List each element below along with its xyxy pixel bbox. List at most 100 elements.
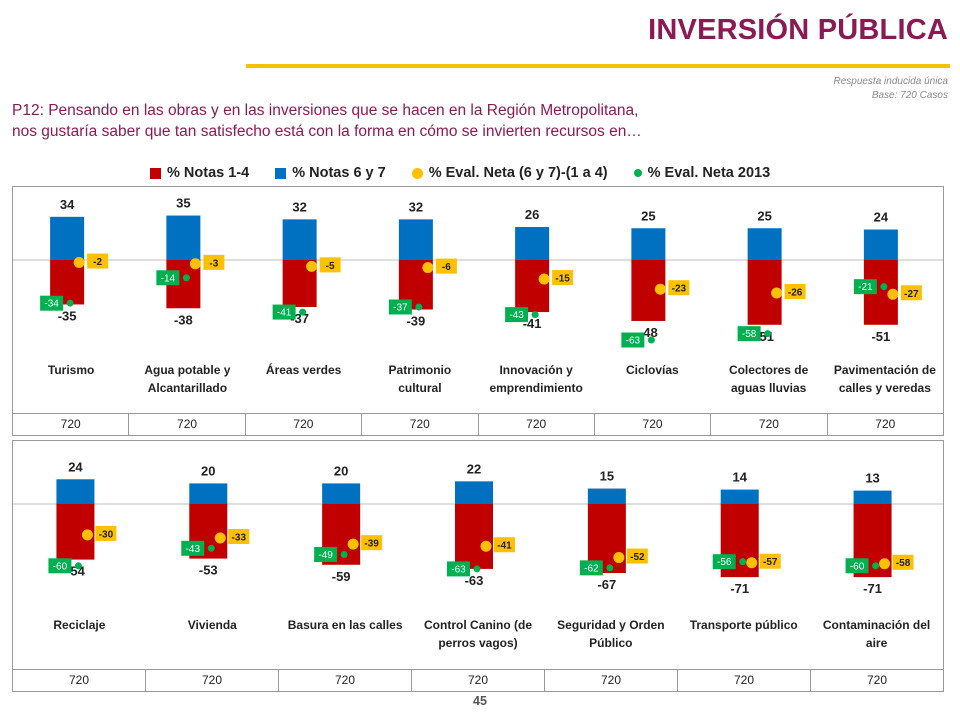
label-box-eval-neta — [552, 270, 574, 286]
data-label-notas-6-7: 14 — [732, 470, 747, 485]
category-label: aire — [866, 636, 888, 650]
dot-eval-neta — [771, 287, 783, 299]
category-label: Ciclovías — [626, 363, 679, 377]
label-box-eval-neta — [892, 554, 914, 570]
dot-eval-neta — [422, 262, 434, 274]
dot-eval-neta — [887, 288, 899, 300]
data-label-eval-neta-2013: -62 — [584, 563, 599, 574]
dot-eval-neta — [306, 260, 318, 272]
base-n-cell: 720 — [145, 670, 278, 691]
label-box-eval-neta — [494, 537, 515, 553]
category-label: Patrimonio — [389, 363, 452, 377]
bar-notas-6-7 — [515, 226, 550, 260]
data-label-notas-6-7: 24 — [874, 210, 889, 225]
dot-eval-neta-2013 — [340, 550, 348, 558]
data-label-notas-1-4: -51 — [871, 329, 890, 344]
base-n-cell: 720 — [68, 673, 90, 687]
data-label-eval-neta: -23 — [672, 284, 687, 295]
dot-eval-neta-2013 — [74, 562, 82, 570]
data-label-notas-6-7: 35 — [176, 196, 190, 211]
data-label-eval-neta: -6 — [442, 262, 451, 273]
data-label-notas-6-7: 32 — [292, 199, 306, 214]
data-label-notas-6-7: 13 — [865, 471, 879, 486]
data-label-eval-neta: -57 — [763, 557, 778, 568]
base-n-cell: 720 — [128, 414, 244, 435]
data-label-eval-neta-2013: -58 — [742, 329, 757, 340]
legend-label: % Notas 6 y 7 — [292, 165, 386, 181]
category-label: Innovación y — [499, 363, 573, 377]
base-n-cell: 720 — [593, 414, 710, 435]
label-box-eval-neta — [900, 285, 922, 301]
base-n-cell: 720 — [477, 414, 594, 435]
dot-eval-neta — [538, 273, 550, 285]
bar-notas-6-7 — [398, 219, 433, 260]
label-box-eval-neta — [435, 258, 457, 274]
data-label-notas-6-7: 32 — [409, 199, 423, 214]
data-label-notas-1-4: -67 — [597, 577, 616, 592]
data-label-notas-1-4: -63 — [465, 573, 484, 588]
dot-eval-neta — [480, 540, 492, 552]
label-box-eval-neta — [759, 553, 781, 569]
bar-notas-6-7 — [863, 229, 898, 260]
base-note: Base: 720 Casos — [871, 90, 948, 101]
legend-label: % Eval. Neta (6 y 7)-(1 a 4) — [428, 165, 608, 181]
data-label-notas-6-7: 25 — [757, 208, 771, 223]
label-box-eval-neta-2013 — [853, 279, 877, 295]
dot-eval-neta-2013 — [647, 336, 655, 344]
data-label-eval-neta: -5 — [326, 261, 335, 272]
question-line-1: P12: Pensando en las obras y en las inve… — [12, 102, 639, 119]
bar-notas-6-7 — [853, 490, 892, 504]
legend-item-notas-1-4: % Notas 1-4 — [150, 165, 249, 181]
bar-notas-6-7 — [189, 483, 228, 504]
bar-notas-6-7 — [282, 219, 317, 260]
dot-eval-neta — [347, 538, 359, 550]
data-label-eval-neta: -3 — [209, 258, 218, 269]
label-box-eval-neta-2013 — [181, 540, 205, 556]
label-box-eval-neta-2013 — [156, 270, 180, 286]
dot-eval-neta-2013 — [66, 299, 74, 307]
data-label-eval-neta: -2 — [93, 257, 102, 268]
data-label-eval-neta: -41 — [497, 541, 512, 552]
data-label-eval-neta-2013: -14 — [161, 273, 176, 284]
category-label: Contaminación del — [823, 618, 930, 632]
category-label: Vivienda — [188, 618, 237, 632]
bar-notas-6-7 — [322, 483, 361, 504]
label-box-eval-neta-2013 — [388, 299, 412, 315]
legend-item-eval-neta: % Eval. Neta (6 y 7)-(1 a 4) — [411, 165, 608, 181]
category-label: calles y veredas — [839, 381, 931, 395]
dot-eval-neta — [654, 283, 666, 295]
label-box-eval-neta-2013 — [272, 304, 296, 320]
category-label: Basura en las calles — [288, 618, 403, 632]
legend-swatch-blue — [275, 167, 287, 179]
category-label: Alcantarillado — [148, 381, 227, 395]
bar-notas-6-7 — [747, 228, 782, 260]
category-label: emprendimiento — [489, 381, 582, 395]
question-text: P12: Pensando en las obras y en las inve… — [12, 100, 732, 142]
label-box-eval-neta — [626, 548, 648, 564]
bar-notas-6-7 — [631, 228, 666, 260]
base-row-2: 720 720 720 720 720 720 720 — [13, 669, 943, 691]
bar-notas-1-4 — [515, 260, 550, 313]
category-label: Control Canino (de — [424, 618, 532, 632]
data-label-notas-1-4: -38 — [174, 312, 193, 327]
label-box-eval-neta-2013 — [737, 326, 761, 342]
data-label-eval-neta: -26 — [788, 288, 803, 299]
title-underline — [246, 64, 950, 68]
data-label-eval-neta-2013: -43 — [509, 310, 524, 321]
dot-eval-neta — [879, 558, 891, 570]
category-label: Agua potable y — [144, 363, 230, 377]
data-label-eval-neta-2013: -56 — [717, 557, 732, 568]
base-n-cell: 720 — [544, 670, 677, 691]
dot-eval-neta — [613, 552, 625, 564]
chart-2-svg: 24-54-30-60Reciclaje20-53-33-43Vivienda2… — [13, 459, 943, 650]
label-box-eval-neta — [228, 528, 250, 544]
dot-eval-neta-2013 — [739, 558, 747, 566]
bar-notas-6-7 — [455, 481, 493, 504]
label-box-eval-neta — [668, 280, 690, 296]
category-label: Pavimentación de — [834, 363, 936, 377]
dot-eval-neta-2013 — [531, 311, 539, 319]
data-label-notas-6-7: 34 — [60, 197, 75, 212]
label-box-eval-neta — [361, 535, 383, 551]
base-n-cell: 720 — [710, 414, 826, 435]
label-box-eval-neta-2013 — [712, 554, 736, 570]
